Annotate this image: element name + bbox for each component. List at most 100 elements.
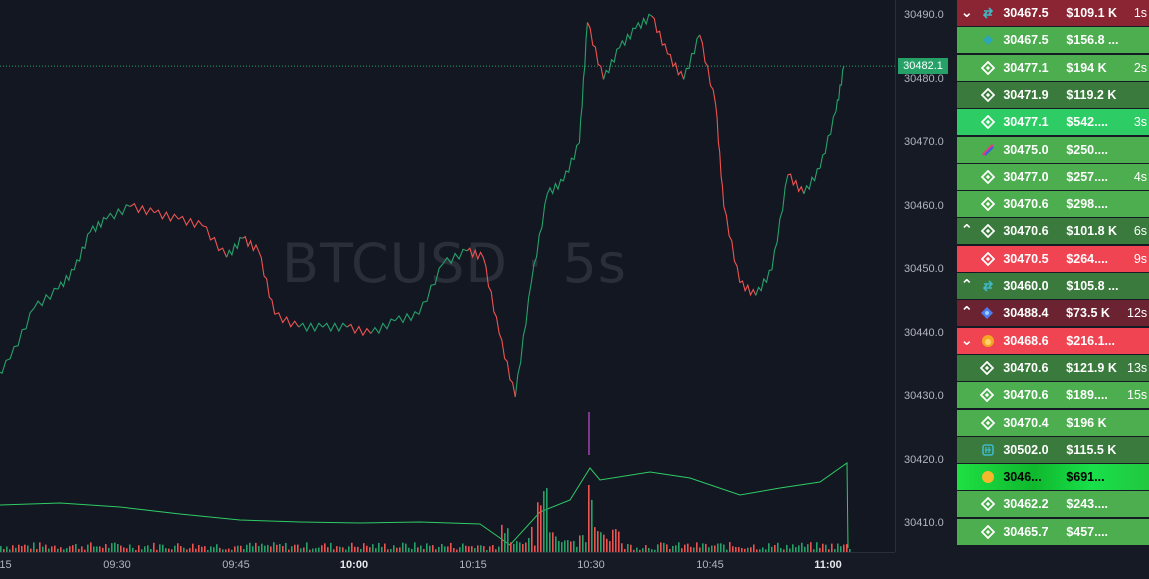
volume-bar bbox=[738, 547, 740, 552]
binance-icon bbox=[977, 114, 999, 130]
volume-bar bbox=[144, 546, 146, 552]
trade-row[interactable]: 30470.5 $264.... 9s bbox=[957, 245, 1149, 272]
time-tick: 11:00 bbox=[814, 559, 842, 571]
trade-row[interactable]: 30502.0 $115.5 K bbox=[957, 436, 1149, 463]
volume-bar bbox=[39, 542, 41, 552]
volume-bar bbox=[438, 546, 440, 552]
volume-bar bbox=[588, 484, 590, 552]
aggregate-line bbox=[0, 462, 849, 549]
volume-bar bbox=[150, 548, 152, 552]
volume-bar bbox=[654, 549, 656, 552]
trade-price: 30470.6 bbox=[1003, 224, 1049, 239]
volume-bar bbox=[510, 542, 512, 552]
volume-bar bbox=[609, 541, 611, 552]
time-axis[interactable]: :15 09:30 09:45 10:00 10:15 10:30 10:45 11:00 bbox=[0, 552, 895, 579]
trade-row[interactable]: ⌄ 30467.5 $109.1 K 1s bbox=[957, 0, 1149, 26]
volume-bar bbox=[519, 542, 521, 552]
arrow-swap-icon bbox=[977, 5, 999, 21]
price-segment bbox=[9, 307, 35, 360]
volume-bar bbox=[795, 547, 797, 552]
volume-bar bbox=[465, 545, 467, 552]
trade-amount: $250.... bbox=[1066, 142, 1109, 157]
volume-bar bbox=[546, 488, 548, 552]
volume-bar bbox=[549, 532, 551, 552]
price-segment bbox=[274, 312, 300, 328]
price-tick: 30460.0 bbox=[904, 199, 944, 212]
trade-row[interactable]: 30471.9 $119.2 K bbox=[957, 81, 1149, 108]
trade-row[interactable]: ⌃ 30488.4 $73.5 K 12s bbox=[957, 300, 1149, 327]
price-segment bbox=[739, 280, 757, 297]
volume-bar bbox=[102, 547, 104, 552]
trade-row[interactable]: 30465.7 $457.... bbox=[957, 518, 1149, 545]
trade-row[interactable]: 30470.6 $189.... 15s bbox=[957, 382, 1149, 409]
current-price-label: 30482.1 bbox=[898, 58, 948, 74]
volume-bar bbox=[435, 549, 437, 552]
volume-bar bbox=[363, 543, 365, 552]
volume-bar bbox=[384, 543, 386, 552]
volume-bar bbox=[480, 545, 482, 552]
volume-bar bbox=[36, 549, 38, 552]
volume-bar bbox=[342, 547, 344, 552]
volume-bar bbox=[252, 546, 254, 552]
volume-bar bbox=[645, 545, 647, 552]
volume-bar bbox=[321, 545, 323, 552]
volume-bar bbox=[117, 544, 119, 552]
trade-row[interactable]: 30462.2 $243.... bbox=[957, 491, 1149, 518]
volume-bar bbox=[66, 548, 68, 552]
trade-row[interactable]: 30470.6 $121.9 K 13s bbox=[957, 354, 1149, 381]
trade-row[interactable]: 30477.0 $257.... 4s bbox=[957, 163, 1149, 190]
trade-row[interactable]: 30477.1 $194 K 2s bbox=[957, 54, 1149, 81]
time-tick: 10:45 bbox=[696, 559, 724, 571]
trade-row[interactable]: ⌄ 30468.6 $216.1... bbox=[957, 327, 1149, 354]
price-tick: 30410.0 bbox=[904, 517, 944, 529]
volume-bar bbox=[660, 542, 662, 552]
trade-row[interactable]: 3046... $691... bbox=[957, 464, 1149, 491]
trade-age: 4s bbox=[1133, 169, 1148, 184]
volume-bar bbox=[603, 534, 605, 552]
trade-row[interactable]: 30475.0 $250.... bbox=[957, 136, 1149, 163]
volume-bar bbox=[324, 543, 326, 552]
price-chart[interactable]: BTCUSD · 5s bbox=[0, 0, 895, 552]
volume-bar bbox=[123, 547, 125, 552]
trade-row[interactable]: 30467.5 $156.8 ... bbox=[957, 27, 1149, 54]
volume-bar bbox=[825, 544, 827, 552]
trade-row[interactable]: ⌃ 30470.6 $101.8 K 6s bbox=[957, 218, 1149, 245]
price-segment bbox=[699, 34, 717, 105]
volume-bar bbox=[351, 542, 353, 552]
volume-bar bbox=[111, 543, 113, 552]
volume-bar bbox=[3, 549, 5, 552]
volume-bar bbox=[501, 524, 503, 552]
volume-bar bbox=[54, 545, 56, 552]
volume-bar bbox=[264, 545, 266, 552]
trade-amount: $257.... bbox=[1066, 169, 1109, 184]
price-axis[interactable]: 30490.0 30480.0 30470.0 30460.0 30450.0 30440… bbox=[895, 0, 956, 552]
bybit-icon bbox=[977, 142, 999, 158]
price-segment bbox=[418, 263, 444, 315]
trade-age: 1s bbox=[1133, 6, 1148, 20]
price-segment bbox=[771, 174, 789, 271]
volume-bar bbox=[639, 549, 641, 552]
trade-row[interactable]: 30470.4 $196 K bbox=[957, 409, 1149, 436]
trade-row[interactable]: ⌃ 30460.0 $105.8 ... bbox=[957, 273, 1149, 299]
volume-bar bbox=[669, 548, 671, 552]
volume-bar bbox=[366, 545, 368, 552]
volume-bar bbox=[456, 549, 458, 552]
volume-bar bbox=[186, 549, 188, 552]
volume-bar bbox=[417, 547, 419, 552]
trade-amount: $101.8 K bbox=[1066, 224, 1118, 239]
price-tick: 30480.0 bbox=[904, 72, 944, 85]
price-segment bbox=[73, 231, 91, 271]
volume-bar bbox=[534, 545, 536, 552]
volume-bar bbox=[303, 547, 305, 552]
volume-bar bbox=[807, 544, 809, 552]
price-segment bbox=[346, 323, 372, 337]
volume-bar bbox=[270, 546, 272, 552]
price-segment bbox=[578, 22, 588, 144]
volume-bar bbox=[405, 543, 407, 552]
trade-row[interactable]: 30470.6 $298.... bbox=[957, 191, 1149, 218]
volume-bar bbox=[360, 548, 362, 552]
trade-row[interactable]: 30477.1 $542.... 3s bbox=[957, 109, 1149, 136]
volume-bar bbox=[708, 547, 710, 552]
volume-bar bbox=[726, 549, 728, 552]
volume-bar bbox=[777, 542, 779, 552]
